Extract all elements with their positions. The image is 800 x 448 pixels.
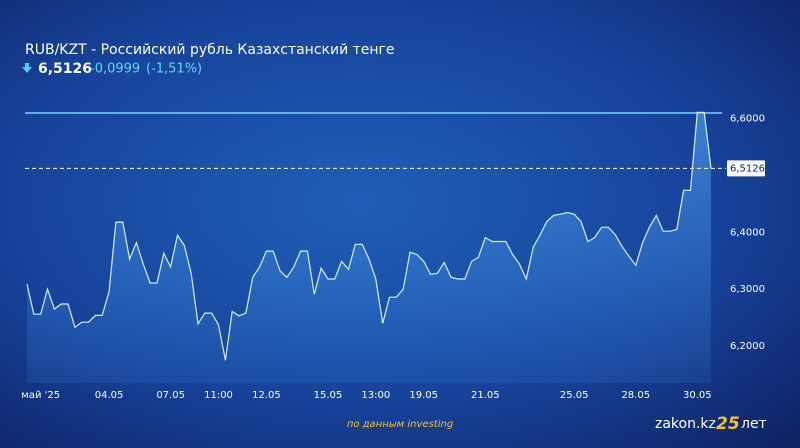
x-tick-label: 04.05 xyxy=(95,390,124,401)
x-tick-label: 28.05 xyxy=(621,390,650,401)
last-value-box xyxy=(727,160,765,177)
x-tick-label: 11:00 xyxy=(204,390,233,401)
change: -0,0999 xyxy=(90,62,140,77)
x-tick-label: 30.05 xyxy=(683,390,712,401)
x-tick-label: 12.05 xyxy=(252,390,281,401)
y-tick-label: 6,3000 xyxy=(730,284,765,295)
brand-badge: 25 xyxy=(716,414,740,434)
down-arrow xyxy=(22,63,32,73)
x-tick-label: 21.05 xyxy=(471,390,500,401)
price-line xyxy=(26,111,712,361)
price: 6,5126 xyxy=(38,61,92,77)
brand: zakon.kz xyxy=(655,416,716,432)
x-tick-label: 07.05 xyxy=(156,390,185,401)
y-tick-label: 6,6000 xyxy=(730,114,765,125)
last-value-label: 6,5126 xyxy=(730,163,765,174)
x-tick-label: май '25 xyxy=(21,390,60,401)
brand-suffix: лет xyxy=(741,416,767,432)
change-percent: (-1,51%) xyxy=(146,62,202,77)
x-tick-label: 19.05 xyxy=(409,390,438,401)
x-tick-label: 15.05 xyxy=(314,390,343,401)
x-tick-label: 13:00 xyxy=(361,390,390,401)
chart-title: RUB/KZT - Российский рубль Казахстанский… xyxy=(25,42,395,58)
source: по данным investing xyxy=(347,419,453,430)
x-tick-label: 25.05 xyxy=(560,390,589,401)
y-tick-label: 6,2000 xyxy=(730,341,765,352)
area xyxy=(27,112,711,384)
y-tick-label: 6,4000 xyxy=(730,227,765,238)
